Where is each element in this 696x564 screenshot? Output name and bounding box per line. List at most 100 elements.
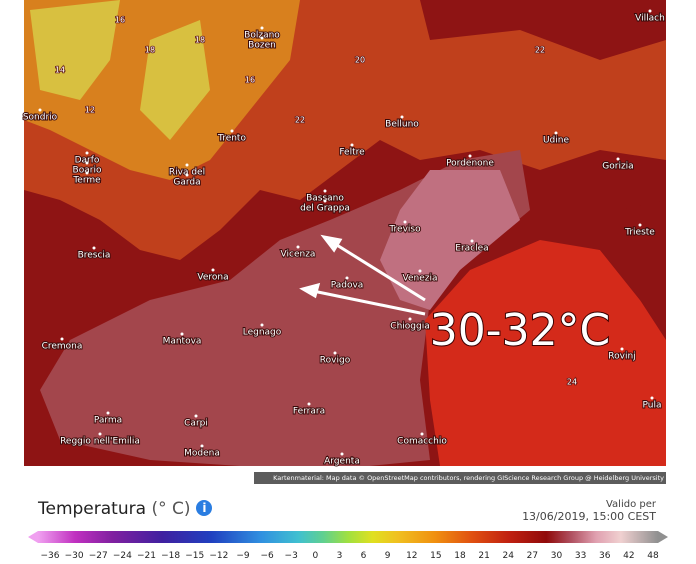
colorbar-tick-label: −18 (161, 551, 181, 561)
arrow-head (299, 282, 321, 299)
city-label: Trieste (624, 228, 655, 238)
colorbar-arrow (658, 531, 668, 543)
city-label: Carpi (184, 419, 208, 429)
city-label: del Grappa (300, 204, 350, 214)
temp-label: 16 (245, 76, 255, 85)
city-label: Legnago (243, 328, 282, 338)
city-label: Padova (331, 281, 364, 291)
colorbar-tick-label: 6 (360, 551, 367, 561)
city-dot (418, 269, 422, 273)
colorbar-tick-label: 30 (550, 551, 563, 561)
colorbar-tick-label: −3 (284, 551, 298, 561)
city-dot (307, 402, 311, 406)
city-label: Terme (72, 176, 101, 186)
city-label: Rovigo (320, 356, 351, 366)
annotation: 30-32°C (430, 305, 611, 356)
city-dot (323, 199, 327, 203)
city-label: Villach (635, 14, 665, 24)
city-label: Parma (94, 416, 122, 426)
city-dot (260, 36, 264, 40)
city-dot (92, 246, 96, 250)
valid-box: Valido per 13/06/2019, 15:00 CEST (522, 499, 656, 523)
city-dot (554, 131, 558, 135)
colorbar-tick-label: 18 (454, 551, 466, 561)
city-dot (350, 143, 354, 147)
valid-time: 13/06/2019, 15:00 CEST (522, 510, 656, 523)
valid-label: Valido per (605, 499, 656, 510)
city-label: Bolzano (244, 31, 280, 41)
colorbar-tick-label: 42 (623, 551, 635, 561)
city-label: Riva del (169, 168, 205, 178)
city-dot (185, 173, 189, 177)
colorbar-tick-label: 24 (502, 551, 514, 561)
colorbar-tick-label: −6 (260, 551, 274, 561)
city-label: Feltre (339, 148, 365, 158)
city-dot (85, 161, 89, 165)
colorbar-ticks: −36 −30 −27 −24 −21 −18 −15 −12 −9 −6 −3 0 3 6 9 12 15 18… (0, 551, 696, 563)
map: Kartenmaterial: Map data © OpenStreetMap… (22, 0, 666, 484)
colorbar-tick-label: 48 (647, 551, 659, 561)
city-dot (470, 239, 474, 243)
city-dot (340, 452, 344, 456)
city-dot (200, 444, 204, 448)
temp-label: 12 (85, 106, 95, 115)
colorbar-tick-label: −9 (236, 551, 250, 561)
city-label: Belluno (385, 120, 419, 130)
city-label: Venezia (403, 274, 438, 284)
city-label: Udine (543, 136, 570, 146)
city-dot (85, 151, 89, 155)
colorbar-tick-label: 15 (430, 551, 442, 561)
city-label: Pordenone (446, 159, 494, 169)
alps-peaks (30, 0, 210, 140)
city-dot (648, 9, 652, 13)
city-dot (260, 26, 264, 30)
city-label: Modena (184, 449, 220, 459)
info-icon[interactable]: i (196, 500, 213, 516)
arrow-head (320, 234, 343, 253)
temp-label: 22 (535, 46, 545, 55)
istria (560, 200, 666, 330)
colorbar (38, 531, 658, 543)
city-dot (345, 276, 349, 280)
city-dot (106, 411, 110, 415)
sea (425, 240, 666, 466)
city-label: Reggio nell'Emilia (60, 437, 140, 447)
title-unit: (° C) (151, 499, 191, 519)
city-label: Bozen (248, 41, 276, 51)
city-dot (185, 163, 189, 167)
city-label: Bassano (306, 194, 344, 204)
city-dot (211, 268, 215, 272)
city-label: Verona (197, 273, 228, 283)
colorbar-tick-label: −24 (112, 551, 132, 561)
colorbar-tick-label: −27 (88, 551, 108, 561)
city-dot (468, 154, 472, 158)
city-dot (180, 332, 184, 336)
city-dot (616, 157, 620, 161)
city-dot (230, 129, 234, 133)
colorbar-tick-label: −21 (136, 551, 156, 561)
temp-label: 22 (295, 116, 305, 125)
city-dot (323, 189, 327, 193)
city-label: Vicenza (281, 250, 316, 260)
colorbar-tick-label: 21 (478, 551, 490, 561)
city-dot (296, 245, 300, 249)
city-label: Eraclea (455, 244, 488, 254)
city-dot (98, 432, 102, 436)
arrows (299, 234, 426, 316)
city-label: Garda (173, 178, 200, 188)
temp-label: 18 (145, 46, 155, 55)
colorbar-tick-label: −30 (64, 551, 84, 561)
city-dot (38, 108, 42, 112)
colorbar-tick-label: 3 (336, 551, 343, 561)
city-label: Pula (643, 401, 662, 411)
city-label: Cremona (42, 342, 83, 352)
arrow (331, 240, 426, 302)
colorbar-tick-label: 12 (406, 551, 418, 561)
colorbar-tick-label: 27 (526, 551, 539, 561)
city-dot (260, 323, 264, 327)
colorbar-tick-label: −12 (209, 551, 229, 561)
title-text: Temperatura (38, 499, 147, 519)
attribution: Kartenmaterial: Map data © OpenStreetMap… (273, 474, 664, 482)
city-dot (403, 220, 407, 224)
